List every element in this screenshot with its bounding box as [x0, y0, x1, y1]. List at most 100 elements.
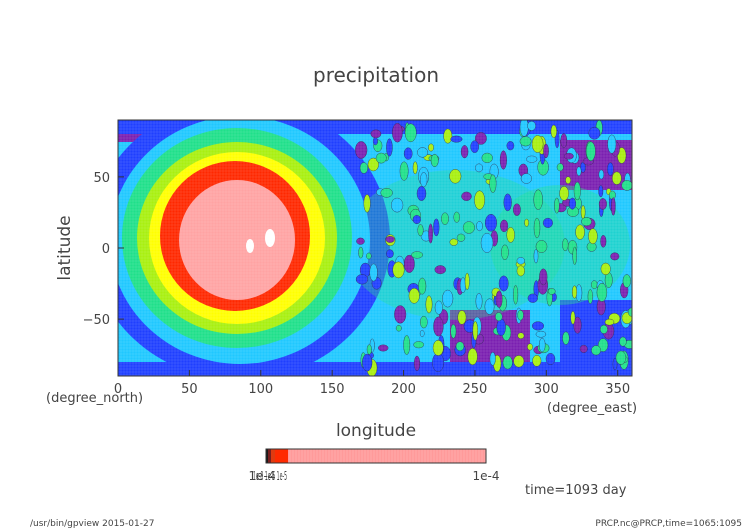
noise-blob: [572, 246, 577, 265]
footer-left: /usr/bin/gpview 2015-01-27: [30, 519, 154, 529]
noise-blob: [559, 186, 569, 201]
noise-blob: [404, 123, 417, 143]
noise-blob: [533, 249, 539, 264]
noise-blob: [524, 218, 529, 227]
noise-blob: [481, 152, 493, 164]
noise-blob: [532, 354, 542, 367]
noise-blob: [366, 252, 372, 260]
noise-blob: [570, 311, 576, 325]
noise-blob: [450, 324, 457, 339]
noise-blob: [612, 358, 618, 371]
noise-blob: [403, 147, 413, 160]
noise-blob: [579, 344, 588, 353]
noise-blob: [449, 238, 458, 246]
noise-blob: [565, 176, 571, 184]
noise-blob: [455, 341, 465, 352]
noise-blob: [418, 277, 427, 295]
noise-blob: [576, 166, 582, 177]
noise-blob: [414, 355, 421, 372]
noise-blob: [611, 197, 616, 216]
noise-blob: [513, 355, 525, 368]
noise-blob: [449, 169, 462, 184]
noise-blob: [434, 265, 446, 275]
noise-blob: [506, 227, 515, 243]
x-unit-label: (degree_east): [547, 401, 637, 416]
noise-blob: [391, 197, 404, 213]
noise-blob: [533, 189, 543, 210]
noise-blob: [413, 341, 425, 349]
noise-blob: [453, 211, 460, 223]
noise-blob: [600, 235, 607, 248]
noise-blob: [355, 141, 368, 159]
noise-blob: [475, 292, 483, 310]
precipitation-field: [118, 120, 632, 376]
noise-blob: [495, 290, 503, 308]
noise-blob: [472, 321, 478, 341]
noise-blob: [535, 330, 547, 338]
noise-blob: [392, 122, 403, 143]
noise-blob: [556, 163, 564, 172]
noise-blob: [587, 289, 593, 304]
pink-core: [179, 180, 295, 300]
noise-blob: [359, 162, 369, 174]
x-tick-label: 0: [114, 382, 122, 397]
noise-blob: [420, 172, 428, 188]
y-axis-ticks: 50 0 −50: [83, 171, 124, 328]
noise-blob: [411, 251, 423, 259]
x-tick-label: 150: [320, 382, 345, 397]
noise-blob: [581, 217, 592, 227]
noise-blob: [573, 316, 582, 334]
noise-blob: [597, 338, 609, 352]
noise-blob: [460, 145, 469, 159]
noise-blob: [542, 217, 553, 228]
noise-blob: [464, 272, 470, 290]
noise-blob: [476, 221, 483, 232]
colorbar-label-overlap: 1e-8 1e-6 1e-5: [253, 469, 287, 483]
noise-blob: [489, 174, 497, 193]
y-tick-label: −50: [83, 313, 110, 328]
noise-blob: [367, 157, 379, 172]
noise-blob: [588, 228, 598, 245]
noise-blob: [607, 134, 617, 154]
white-spot: [246, 239, 254, 253]
x-tick-label: 200: [391, 382, 416, 397]
x-tick-label: 50: [181, 382, 198, 397]
noise-blob: [527, 293, 538, 303]
noise-blob: [433, 316, 444, 337]
noise-blob: [432, 339, 444, 356]
noise-blob: [517, 332, 525, 339]
noise-blob: [425, 295, 433, 314]
noise-blob: [430, 153, 439, 167]
noise-blob: [502, 355, 513, 370]
noise-blob: [484, 298, 495, 315]
y-unit-label: (degree_north): [46, 391, 143, 406]
noise-blob: [470, 140, 480, 153]
noise-blob: [547, 288, 556, 295]
noise-blobs: [355, 120, 632, 376]
colorbar-label-left: 1e-4: [249, 469, 276, 483]
noise-blob: [588, 126, 601, 140]
colorbar: 1e-4 1e-8 1e-6 1e-5 1e-4: [249, 448, 499, 483]
noise-blob: [575, 224, 585, 240]
x-tick-label: 300: [534, 382, 559, 397]
noise-blob: [519, 120, 529, 137]
x-tick-label: 250: [463, 382, 488, 397]
y-tick-label: 50: [93, 171, 110, 186]
x-axis-ticks: 0 50 100 150 200 250 300 350: [114, 370, 630, 397]
noise-blob: [428, 143, 434, 152]
noise-blob: [591, 345, 601, 356]
noise-blob: [519, 136, 532, 147]
noise-blob: [386, 249, 394, 258]
noise-blob: [370, 129, 382, 139]
noise-blob: [412, 161, 418, 175]
noise-blob: [562, 331, 570, 345]
noise-blob: [562, 238, 569, 252]
noise-blob: [356, 237, 365, 245]
chart-title: precipitation: [313, 63, 439, 87]
noise-blob: [607, 162, 614, 176]
noise-blob: [412, 214, 421, 224]
noise-blob: [619, 336, 627, 347]
noise-blob: [604, 318, 615, 326]
noise-blob: [520, 173, 533, 184]
